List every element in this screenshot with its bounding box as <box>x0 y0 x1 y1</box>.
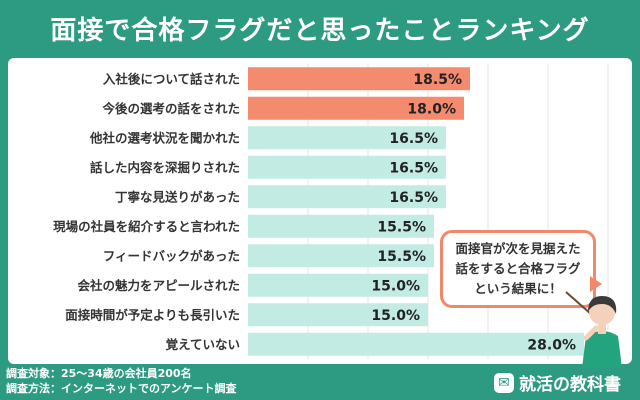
bar-chart: 入社後について話された 18.5% 今後の選考の話をされた 18.0% 他社の選考状況を… <box>53 64 609 359</box>
callout-tail <box>590 276 602 292</box>
bar <box>248 126 446 150</box>
callout-line-1: 面接官が次を見据えた <box>455 241 581 256</box>
category-label: 話した内容を深掘りされた <box>90 160 240 175</box>
value-label: 18.5% <box>413 72 462 88</box>
category-label: 他社の選考状況を聞かれた <box>89 130 240 145</box>
value-label: 15.0% <box>371 308 420 324</box>
logo-text: 就活の教科書 <box>519 375 621 395</box>
value-label: 16.5% <box>389 190 438 206</box>
category-label: 会社の魅力をアピールされた <box>77 278 240 293</box>
value-label: 15.5% <box>377 249 426 265</box>
category-label: 入社後について話された <box>103 71 240 86</box>
bar <box>248 214 434 238</box>
value-label: 16.5% <box>389 131 438 147</box>
survey-footer: 調査対象：25～34歳の会社員200名 調査方法：インターネットでのアンケート調… <box>6 366 237 396</box>
value-label: 18.0% <box>407 101 456 117</box>
bar <box>248 96 464 120</box>
callout-line-3: という結果に！ <box>474 281 562 296</box>
category-label: フィードバックがあった <box>103 248 240 263</box>
survey-target: 調査対象：25～34歳の会社員200名 <box>6 367 192 380</box>
presenter-illustration-icon <box>565 291 622 368</box>
brand-logo: ✉ 就活の教科書 <box>494 370 621 395</box>
bar <box>248 244 434 268</box>
value-label: 16.5% <box>389 160 438 176</box>
category-label: 丁寧な見送りがあった <box>115 189 240 204</box>
value-label: 15.5% <box>377 219 426 235</box>
category-label: 面接時間が予定よりも長引いた <box>65 307 240 322</box>
value-label: 28.0% <box>527 337 576 353</box>
logo-mark-icon: ✉ <box>494 372 514 393</box>
category-label: 現場の社員を紹介すると言われた <box>53 219 240 234</box>
value-label: 15.0% <box>371 278 420 294</box>
category-label: 覚えていない <box>166 337 240 352</box>
bar <box>248 303 428 327</box>
bar <box>248 67 470 91</box>
survey-method: 調査方法：インターネットでのアンケート調査 <box>6 382 237 395</box>
callout-line-2: 話をすると合格フラグ <box>455 261 581 276</box>
bar <box>248 273 428 297</box>
chart-panel: 入社後について話された 18.5% 今後の選考の話をされた 18.0% 他社の選考状況を… <box>8 58 632 364</box>
category-label: 今後の選考の話をされた <box>101 101 240 116</box>
bar <box>248 185 446 209</box>
bar <box>248 155 446 179</box>
page-title: 面接で合格フラグだと思ったことランキング <box>50 15 590 46</box>
bar <box>248 332 584 356</box>
